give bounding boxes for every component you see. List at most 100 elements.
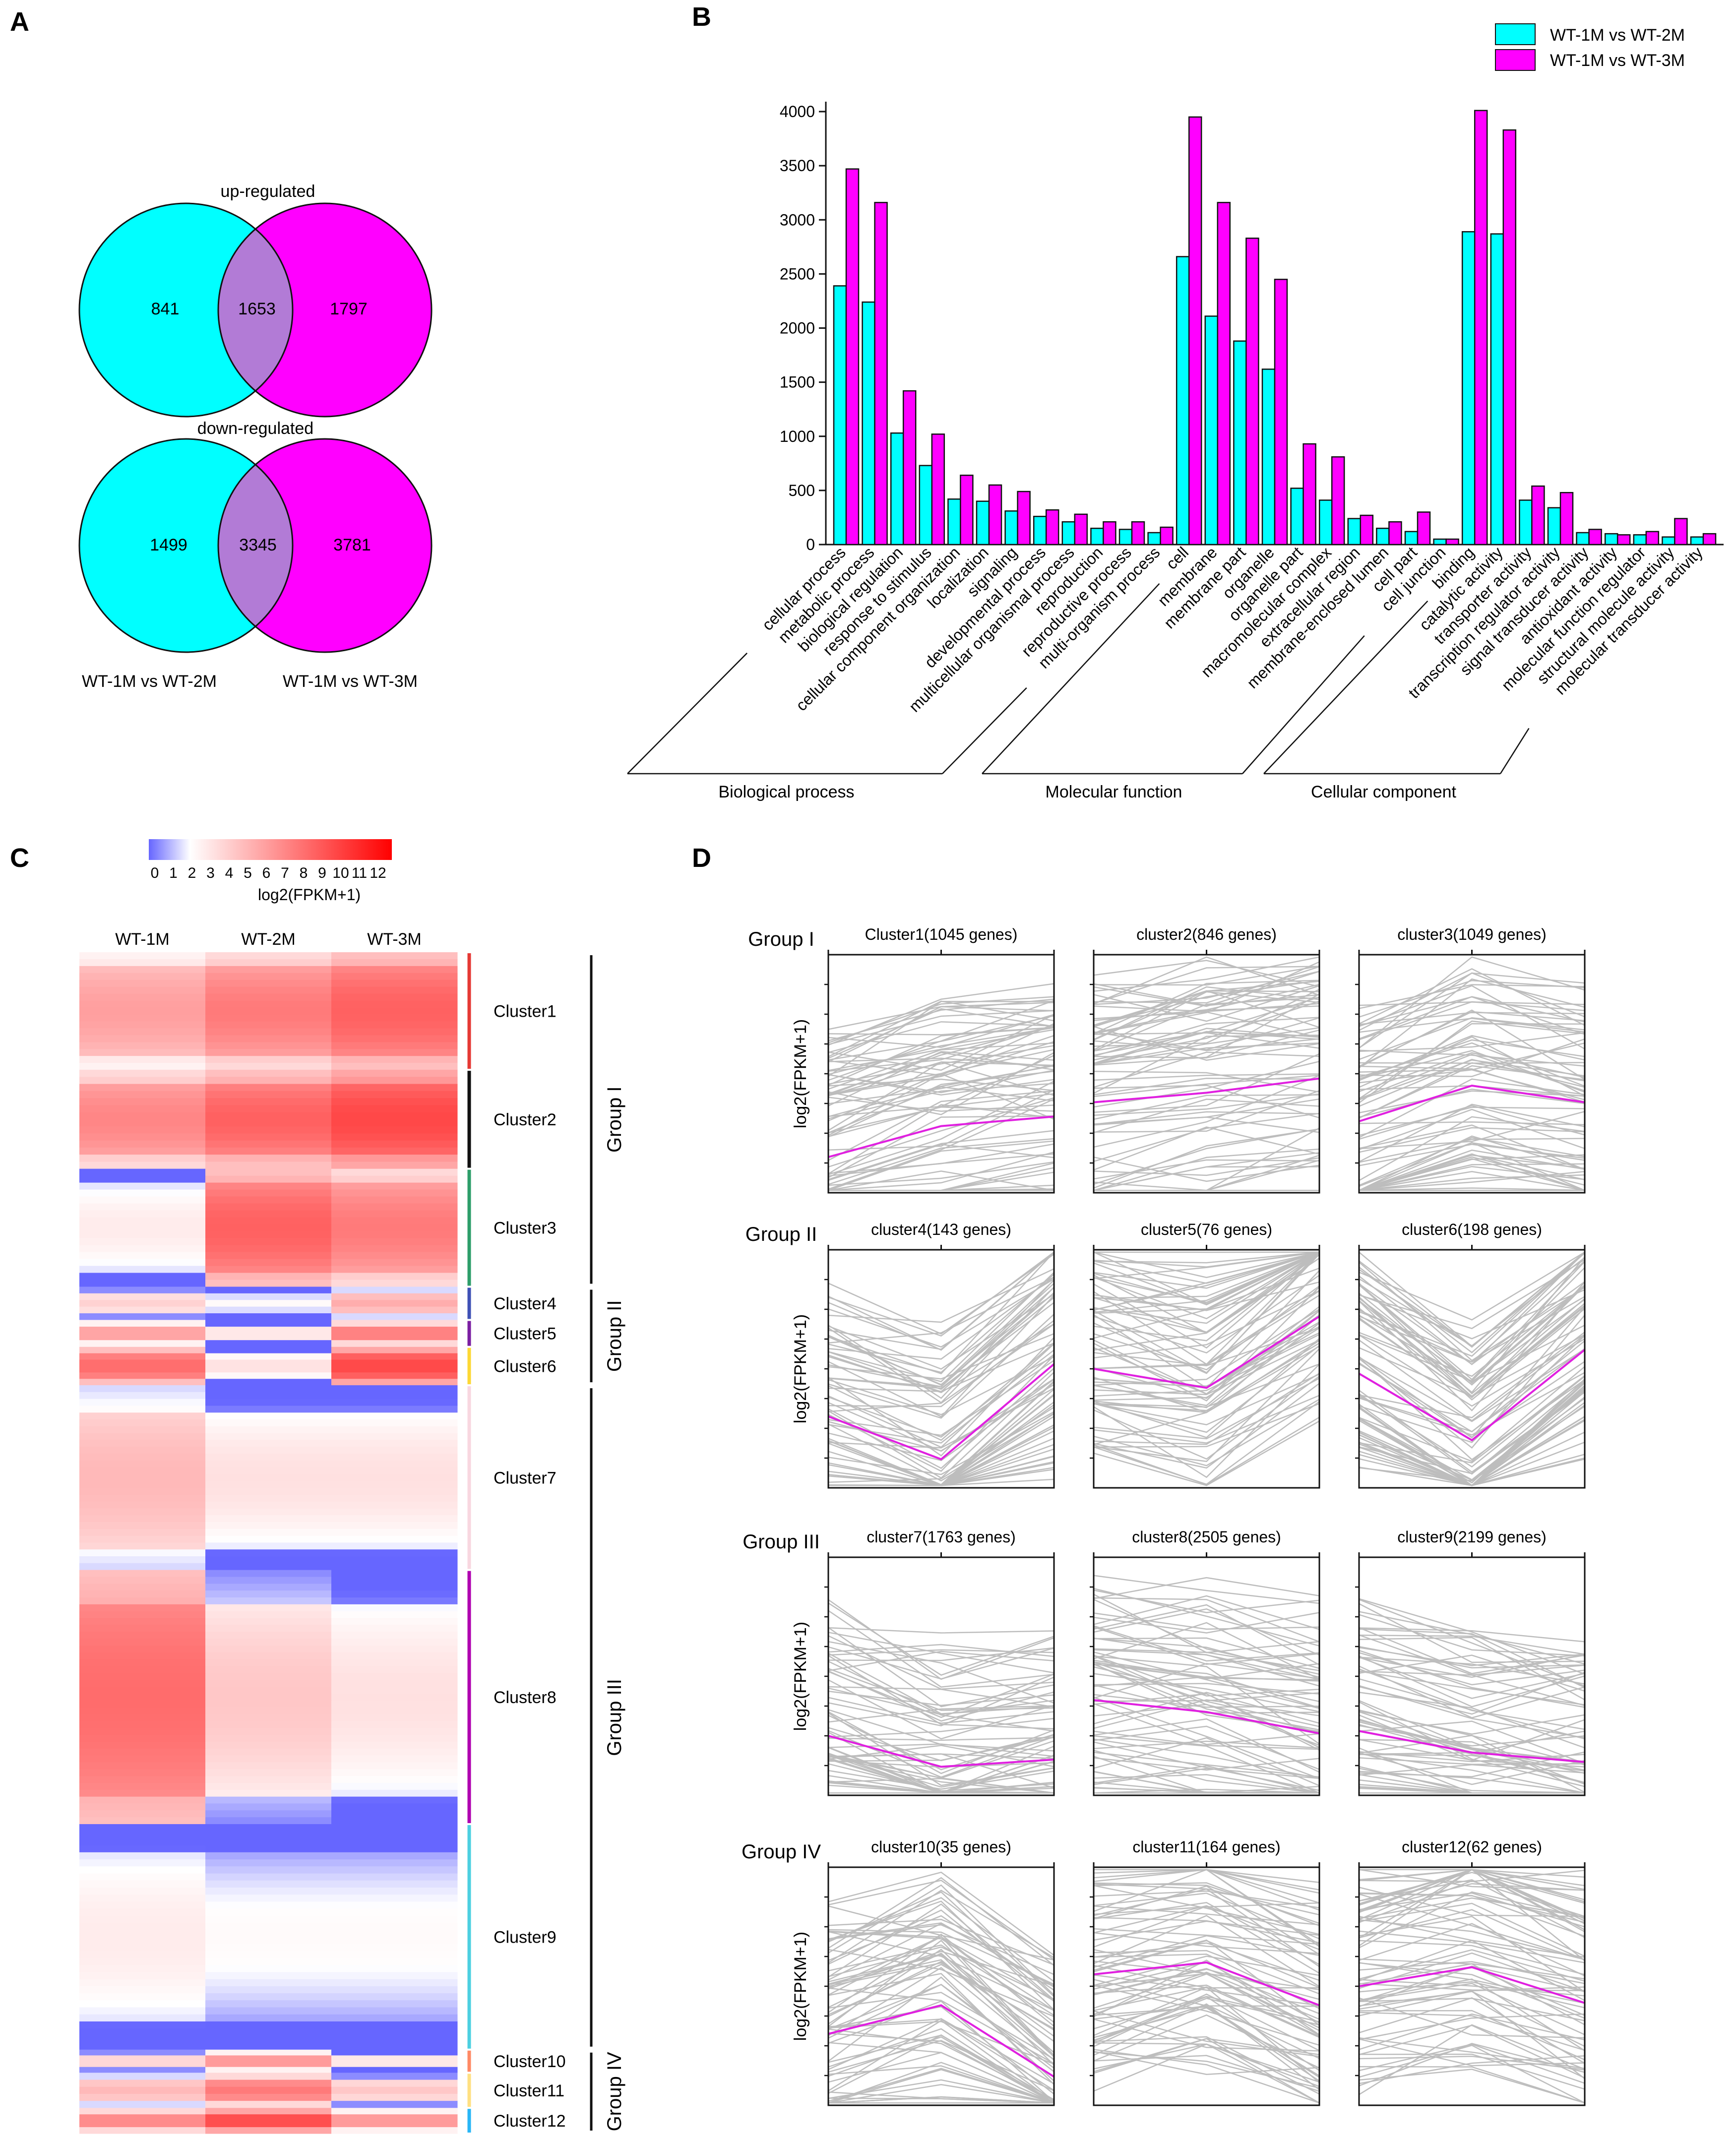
- heatmap-cell: [79, 1666, 206, 1673]
- cluster-gene-line: [1093, 2036, 1320, 2095]
- heatmap-cell: [205, 1645, 332, 1653]
- panel-letter-d: D: [692, 843, 711, 873]
- cluster-gene-line: [1093, 2038, 1320, 2104]
- heatmap-cell: [205, 1873, 332, 1881]
- heatmap-cell: [205, 1379, 332, 1386]
- heatmap-cell: [79, 1021, 206, 1029]
- bar-1-22: [1461, 231, 1476, 546]
- cluster-mean-line: [1358, 1349, 1586, 1442]
- heatmap-cell: [205, 1659, 332, 1667]
- heatmap-cell: [331, 2035, 458, 2043]
- cluster-gene-line: [1359, 1656, 1585, 1699]
- heatmap-cell: [331, 1782, 458, 1790]
- cluster-gene-line: [1359, 1281, 1585, 1365]
- cluster-gene-line: [828, 1686, 1054, 1708]
- heatmap-cell: [79, 1340, 206, 1347]
- heatmap-cell: [331, 1570, 458, 1577]
- cluster-gene-line: [1093, 1098, 1320, 1126]
- heatmap-cell: [331, 1873, 458, 1881]
- heatmap-cell: [79, 1440, 206, 1447]
- heatmap-cell: [79, 1049, 206, 1056]
- cluster-panel: cluster5(76 genes): [1090, 1221, 1320, 1489]
- cluster-gene-line: [1093, 1984, 1320, 2037]
- heatmap-cell: [205, 1049, 332, 1056]
- cluster-gene-line: [1359, 1334, 1585, 1407]
- heatmap-cell: [331, 1286, 458, 1294]
- cluster-gene-line: [1093, 1017, 1320, 1050]
- heatmap-cell: [79, 1231, 206, 1239]
- heatmap-cell: [205, 1687, 332, 1694]
- heatmap-cell: [331, 1189, 458, 1197]
- cluster-gene-line: [828, 1646, 1054, 1680]
- heatmap-cell: [205, 1755, 332, 1763]
- cluster-gene-line: [828, 2083, 1054, 2104]
- cluster-panel: cluster3(1049 genes): [1355, 925, 1586, 1194]
- heatmap-cell: [331, 1680, 458, 1687]
- heatmap-cell: [331, 1666, 458, 1673]
- cluster-gene-line: [1093, 991, 1320, 1050]
- cluster-gene-line: [828, 1671, 1054, 1718]
- cluster-mean-line: [1093, 1961, 1320, 2007]
- cluster-gene-line: [1093, 1597, 1320, 1643]
- cluster-row: Group III cluster7(1763 genes) log2(FPKM+1…: [743, 1528, 1586, 1796]
- cluster-gene-line: [1359, 1032, 1585, 1052]
- cluster-gene-line: [828, 1651, 1054, 1671]
- heatmap-cell: [79, 1501, 206, 1509]
- heatmap-cell: [331, 1741, 458, 1749]
- cluster-gene-line: [828, 1660, 1054, 1732]
- bar-2-28: [1645, 531, 1660, 546]
- bar-2-10: [1131, 521, 1145, 546]
- heatmap-cell: [205, 1000, 332, 1008]
- cluster-gene-line: [828, 1379, 1054, 1462]
- heatmap-cell: [331, 966, 458, 974]
- bar-2-4: [960, 475, 974, 546]
- cluster-gene-line: [828, 1027, 1054, 1086]
- cluster-group-label: Group IV: [742, 1841, 821, 1863]
- cluster-gene-line: [828, 1151, 1054, 1191]
- cluster-gene-line: [828, 1052, 1054, 1115]
- cluster-gene-line: [1093, 1595, 1320, 1630]
- heatmap-cell: [331, 1447, 458, 1454]
- cluster-gene-line: [1359, 1753, 1585, 1794]
- cluster-gene-line: [1093, 1740, 1320, 1749]
- cluster-gene-line: [1359, 1894, 1585, 1960]
- cluster-gene-line: [1093, 1031, 1320, 1051]
- cluster-gene-line: [1359, 1909, 1585, 1961]
- heatmap-cell: [205, 1412, 332, 1420]
- cluster-gene-line: [1359, 1001, 1585, 1040]
- cluster-panel-title: cluster8(2505 genes): [1132, 1528, 1281, 1546]
- cluster-gene-line: [1093, 1051, 1320, 1088]
- heatmap-cell: [331, 1440, 458, 1447]
- cluster-gene-line: [1093, 1345, 1320, 1433]
- bar-1-26: [1576, 532, 1590, 546]
- heatmap-cell: [205, 1126, 332, 1134]
- cluster-gene-line: [1093, 1935, 1320, 1968]
- heatmap-column-label: WT-2M: [241, 930, 296, 949]
- heatmap-cell: [205, 1091, 332, 1099]
- cluster-gene-line: [1093, 1575, 1320, 1604]
- heatmap-cell: [79, 1930, 206, 1937]
- cluster-gene-line: [1093, 1577, 1320, 1599]
- cluster-gene-line: [1359, 979, 1585, 1018]
- cluster-gene-line: [828, 1167, 1054, 1191]
- heatmap-cell: [331, 1687, 458, 1694]
- cluster-gene-line: [1359, 978, 1585, 1069]
- heatmap-cell: [331, 1231, 458, 1239]
- cluster-gene-line: [1093, 979, 1320, 1035]
- heatmap-cell: [79, 1000, 206, 1008]
- cluster-gene-line: [828, 1389, 1054, 1486]
- cluster-mean-line: [1093, 1699, 1320, 1735]
- heatmap-cell: [331, 1056, 458, 1063]
- heatmap-cell: [79, 2007, 206, 2015]
- bar-2-9: [1103, 521, 1116, 546]
- heatmap-cell: [205, 1021, 332, 1029]
- heatmap-cell: [205, 1447, 332, 1454]
- heatmap-cell: [79, 2127, 206, 2134]
- heatmap-cell: [331, 1162, 458, 1169]
- heatmap-cell: [79, 1789, 206, 1797]
- cluster-panel: cluster6(198 genes): [1355, 1221, 1586, 1489]
- cluster-gene-line: [1093, 1694, 1320, 1708]
- heatmap-cell: [205, 1958, 332, 1965]
- heatmap-cell: [331, 1632, 458, 1639]
- cluster-gene-line: [1359, 1724, 1585, 1784]
